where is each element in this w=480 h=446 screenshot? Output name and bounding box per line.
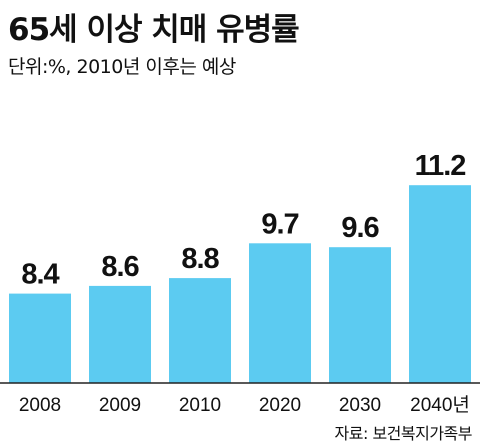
chart-title: 65세 이상 치매 유병률 xyxy=(8,12,300,48)
value-label-2009: 8.6 xyxy=(101,251,139,283)
bar-2020 xyxy=(249,243,311,383)
value-label-2008: 8.4 xyxy=(21,259,59,291)
bar-2010 xyxy=(169,278,231,383)
x-tick-label-2008: 2008 xyxy=(19,395,61,416)
value-label-2040년: 11.2 xyxy=(415,150,466,182)
value-label-2010: 8.8 xyxy=(181,243,219,275)
bar-2030 xyxy=(329,247,391,383)
bars-group xyxy=(9,185,471,383)
value-label-2020: 9.7 xyxy=(261,208,298,240)
bar-2040년 xyxy=(409,185,471,383)
x-tick-labels-group: 2008 2009 2010 2020 2030 2040년 xyxy=(19,394,470,416)
x-tick-label-2030: 2030 xyxy=(339,395,381,416)
x-tick-label-2020: 2020 xyxy=(259,395,301,416)
value-label-2030: 9.6 xyxy=(341,212,379,244)
x-tick-label-2009: 2009 xyxy=(99,395,141,416)
bar-2008 xyxy=(9,293,71,383)
x-tick-label-2040년: 2040년 xyxy=(410,394,470,416)
chart-subtitle: 단위:%, 2010년 이후는 예상 xyxy=(8,56,236,78)
bar-2009 xyxy=(89,285,151,383)
x-tick-label-2010: 2010 xyxy=(179,395,221,416)
value-labels-group: 8.4 8.6 8.8 9.7 9.6 11.2 xyxy=(21,150,466,291)
source-note: 자료: 보건복지가족부 xyxy=(334,424,473,443)
